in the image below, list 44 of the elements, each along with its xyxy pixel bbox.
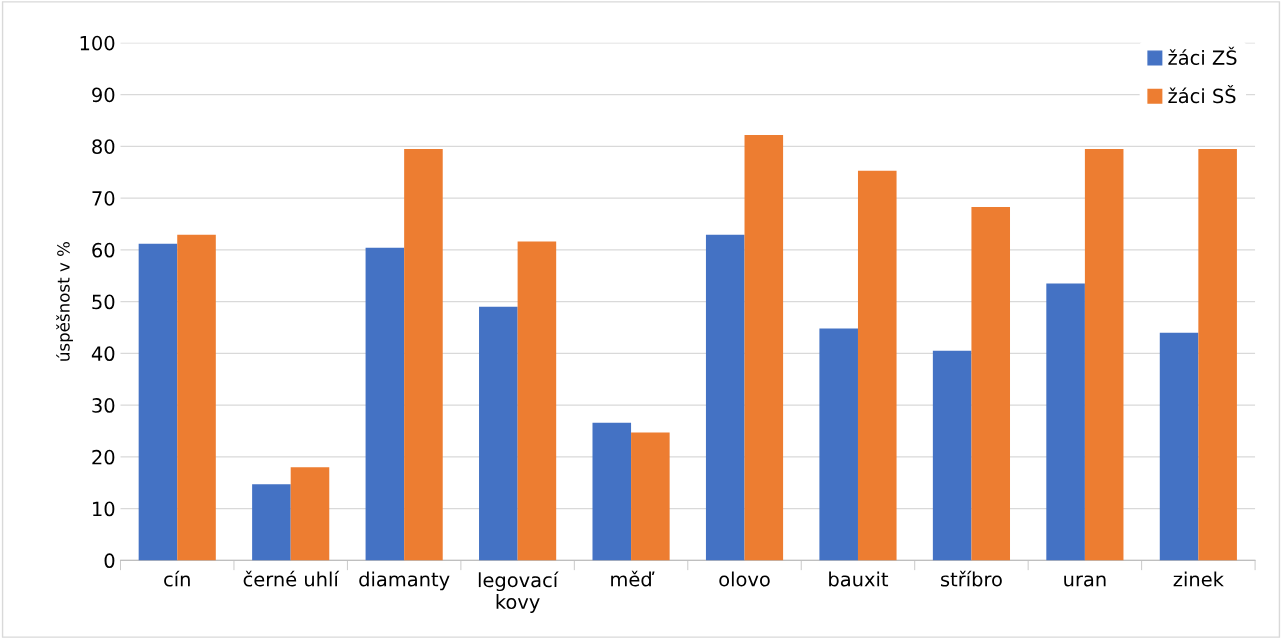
bar (138, 243, 178, 561)
bar (1046, 283, 1085, 561)
x-tick-label: legovací kovy (478, 571, 559, 613)
y-tick-label: 80 (92, 139, 115, 154)
bar (479, 306, 518, 561)
x-tick-label: černé uhlí (243, 570, 340, 587)
bar (1198, 148, 1237, 561)
bar (592, 422, 632, 561)
x-tick-label: diamanty (359, 571, 450, 591)
bar (290, 467, 330, 561)
y-tick-label: 0 (104, 553, 115, 569)
y-tick-label: 20 (92, 449, 115, 465)
y-axis-title: úspěšnost v % (56, 242, 73, 361)
x-tick-label: zinek (1173, 571, 1224, 587)
x-tick-label: uran (1064, 575, 1106, 587)
y-tick-label: 60 (92, 242, 115, 258)
bar (1084, 148, 1124, 561)
y-tick-label: 50 (92, 294, 115, 310)
bar (177, 234, 216, 561)
y-tick-label: 70 (92, 191, 115, 206)
bar (819, 328, 858, 561)
bar (252, 484, 291, 561)
y-tick-label: 30 (92, 398, 115, 413)
bar (517, 241, 557, 561)
x-tick-label: stříbro (941, 570, 1002, 587)
bar (404, 148, 443, 561)
x-tick-label: měď (611, 570, 655, 587)
bar (631, 432, 670, 561)
y-tick-label: 40 (91, 346, 115, 362)
y-tick-label: 90 (92, 87, 115, 103)
bar (705, 234, 745, 561)
x-tick-label: olovo (719, 571, 770, 587)
bar (932, 350, 972, 561)
y-tick-label: 100 (80, 35, 115, 51)
bar (971, 206, 1011, 561)
bar (1159, 332, 1199, 561)
legend-label: žáci SŠ (1168, 84, 1236, 104)
legend-label: žáci ZŠ (1168, 46, 1237, 66)
y-tick-label: 10 (93, 501, 115, 517)
bar (365, 247, 405, 561)
x-tick-label: bauxit (829, 571, 889, 587)
bar (857, 170, 897, 561)
x-tick-label: cín (164, 570, 190, 587)
bar (744, 134, 784, 561)
